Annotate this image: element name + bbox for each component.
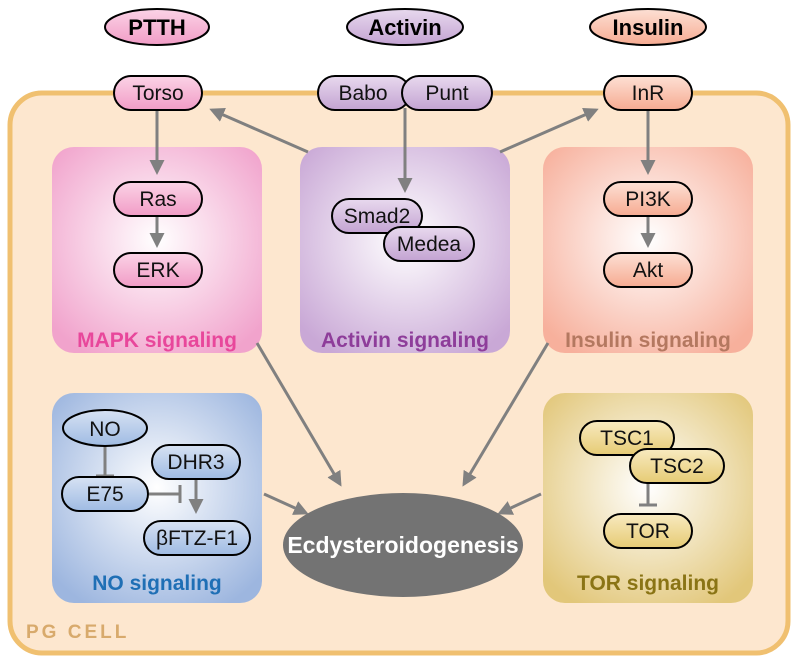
ecdysteroidogenesis-label: Ecdysteroidogenesis [287, 532, 518, 558]
activin-module-label: Activin signaling [321, 329, 489, 352]
ecdysteroidogenesis-node [283, 493, 523, 597]
mapk-module-box [52, 147, 262, 353]
dhr3-node [151, 444, 241, 480]
insulin-ligand-label: Insulin [613, 15, 684, 40]
no-node [62, 409, 148, 447]
punt-receptor [401, 75, 493, 111]
activin-ligand-label: Activin [368, 15, 441, 40]
bftzf1-node [143, 520, 251, 556]
tor-node-label: TOR [626, 520, 670, 543]
e75-node-label: E75 [86, 483, 123, 506]
arrow-no-center [263, 492, 309, 515]
ras-node [113, 181, 203, 217]
ptth-ligand-label: PTTH [128, 15, 185, 40]
pi3k-node-label: PI3K [625, 188, 671, 211]
dhr3-node-label: DHR3 [167, 451, 224, 474]
ptth-ligand [104, 8, 210, 46]
arrow-tor-center [497, 492, 542, 515]
tsc1-node-label: TSC1 [600, 427, 654, 450]
tor-module-label: TOR signaling [577, 572, 719, 595]
insulin-ligand [589, 8, 707, 46]
tor-node [603, 513, 693, 549]
pi3k-node [603, 181, 693, 217]
tsc2-node-label: TSC2 [650, 455, 704, 478]
arrow-activin-inr [499, 107, 599, 154]
medea-node [383, 226, 475, 262]
torso-receptor [113, 75, 203, 111]
tsc2-node [629, 448, 725, 484]
smad2-node [331, 198, 423, 234]
erk-node [113, 252, 203, 288]
punt-receptor-label: Punt [425, 82, 468, 105]
arrows [149, 107, 656, 515]
arrow-activin-torso [209, 107, 309, 154]
torso-receptor-label: Torso [132, 82, 183, 105]
babo-receptor-label: Babo [338, 82, 387, 105]
arrow-mapk-center [255, 342, 342, 487]
akt-node-label: Akt [633, 259, 664, 282]
no-node-label: NO [89, 418, 121, 441]
insulin-module-box [543, 147, 753, 353]
medea-node-label: Medea [397, 233, 462, 256]
akt-node [603, 252, 693, 288]
erk-node-label: ERK [136, 259, 179, 282]
tsc1-node [579, 420, 675, 456]
mapk-module-label: MAPK signaling [77, 329, 237, 352]
insulin-module-label: Insulin signaling [565, 329, 731, 352]
inr-receptor-label: InR [632, 82, 665, 105]
e75-node [61, 476, 149, 512]
bftzf1-node-label: βFTZ-F1 [156, 527, 238, 550]
arrow-insulin-center [462, 342, 550, 487]
no-module-label: NO signaling [92, 572, 222, 595]
inr-receptor [603, 75, 693, 111]
smad2-node-label: Smad2 [344, 205, 411, 228]
activin-ligand [346, 8, 464, 46]
ras-node-label: Ras [139, 188, 176, 211]
pg-cell-label: PG CELL [26, 622, 129, 643]
